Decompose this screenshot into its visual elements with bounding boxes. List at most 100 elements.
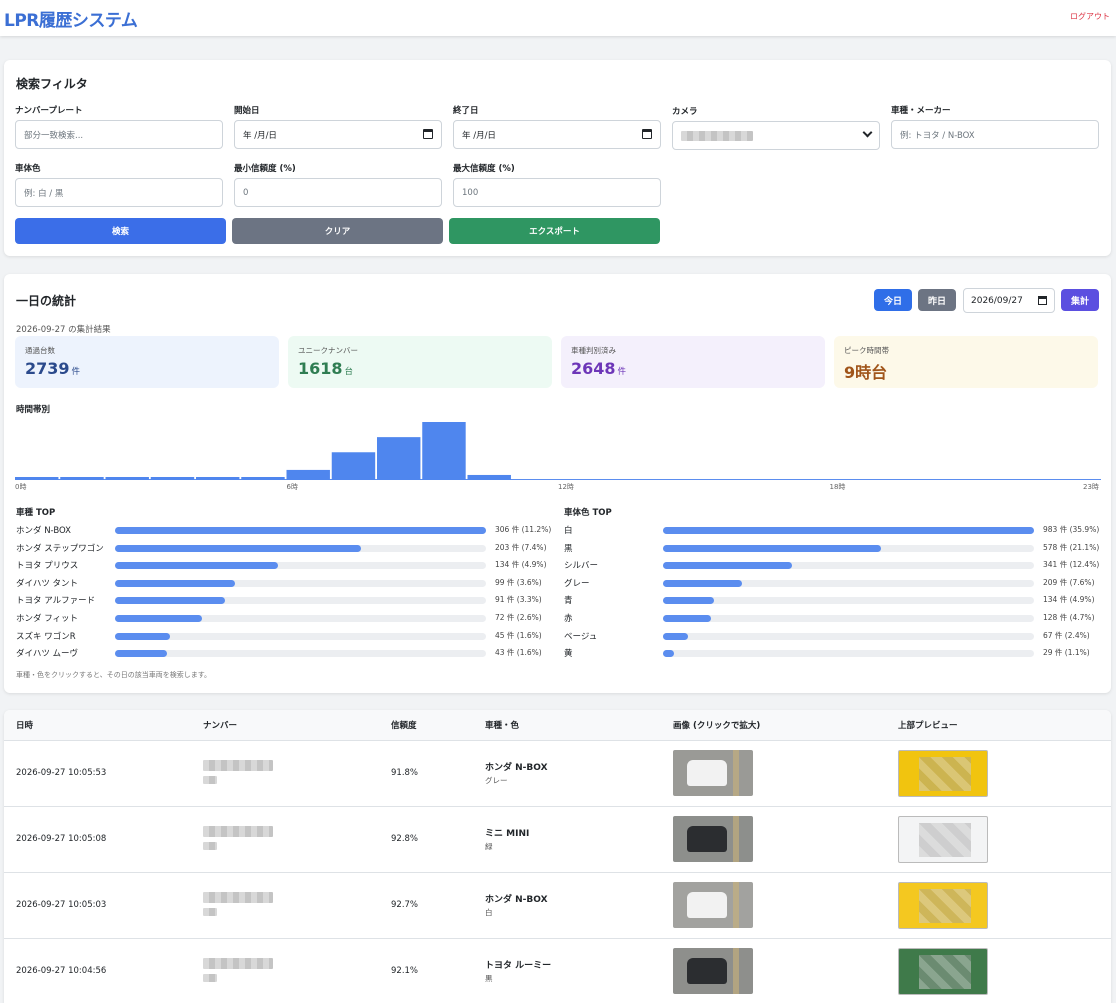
vehicle-color: グレー <box>485 776 508 785</box>
max-confidence-input[interactable]: 100 <box>453 178 661 207</box>
rank-bar-fill <box>663 579 742 587</box>
rank-row[interactable]: グレー 209 件 (7.6%) <box>564 575 1104 590</box>
thumbnail-car-shape <box>687 958 727 984</box>
rank-bar-fill <box>115 544 361 552</box>
col-confidence: 信頼度 <box>379 710 473 741</box>
model-input[interactable]: 例: トヨタ / N-BOX <box>891 120 1099 149</box>
preview-redaction <box>919 954 971 989</box>
rank-value: 43 件 (1.6%) <box>495 648 542 658</box>
stat-card: ユニークナンバー 1618 台 <box>288 336 552 388</box>
vehicle-model: ミニ MINI <box>485 829 530 839</box>
vehicle-thumbnail[interactable] <box>673 816 753 862</box>
min-confidence-input[interactable]: 0 <box>234 178 442 207</box>
table-row[interactable]: 2026-09-27 10:05:03 92.7% ホンダ N-BOX 白 <box>4 872 1111 939</box>
stat-value: 1618 台 <box>298 359 542 378</box>
filter-title: 検索フィルタ <box>16 77 88 91</box>
color-input[interactable]: 例: 白 / 黒 <box>15 178 223 207</box>
export-button[interactable]: エクスポート <box>449 218 660 244</box>
rank-row[interactable]: ホンダ N-BOX 306 件 (11.2%) <box>16 522 556 537</box>
row-preview <box>886 740 1111 807</box>
row-preview <box>886 872 1111 939</box>
calendar-icon[interactable] <box>642 129 652 139</box>
rank-row[interactable]: トヨタ アルファード 91 件 (3.3%) <box>16 592 556 607</box>
table-row[interactable]: 2026-09-27 10:05:53 91.8% ホンダ N-BOX グレー <box>4 740 1111 807</box>
vehicle-thumbnail[interactable] <box>673 750 753 796</box>
rank-bar-fill <box>115 632 170 640</box>
col-datetime: 日時 <box>4 710 191 741</box>
table-row[interactable]: 2026-09-27 10:05:08 92.8% ミニ MINI 緑 <box>4 806 1111 873</box>
stat-number: 2648 <box>571 359 616 378</box>
start-date-input[interactable]: 年 /月/日 <box>234 120 442 149</box>
rank-row[interactable]: ホンダ フィット 72 件 (2.6%) <box>16 610 556 625</box>
hour-tick-label: 6時 <box>286 483 298 491</box>
rank-name: 黄 <box>564 649 573 660</box>
stat-label: 通過台数 <box>25 346 55 355</box>
plate-number <box>203 892 379 906</box>
stats-date-value: 2026/09/27 <box>971 295 1023 306</box>
calendar-icon[interactable] <box>1038 296 1047 305</box>
stat-value: 2648 件 <box>571 359 815 378</box>
rank-name: トヨタ アルファード <box>16 596 96 607</box>
yesterday-button[interactable]: 昨日 <box>918 289 956 311</box>
plate-preview-image[interactable] <box>898 815 988 863</box>
rank-row[interactable]: ダイハツ タント 99 件 (3.6%) <box>16 575 556 590</box>
plate-preview-image[interactable] <box>898 749 988 797</box>
stat-label: 車種判別済み <box>571 346 616 355</box>
results-table-card: 日時 ナンバー 信頼度 車種・色 画像 (クリックで拡大) 上部プレビュー 20… <box>4 710 1111 1003</box>
plate-number <box>203 760 379 774</box>
rank-bar-fill <box>663 527 1034 534</box>
rank-row[interactable]: トヨタ プリウス 134 件 (4.9%) <box>16 557 556 572</box>
rank-row[interactable]: シルバー 341 件 (12.4%) <box>564 557 1104 572</box>
camera-selected-value <box>681 130 753 141</box>
plate-preview-image[interactable] <box>898 947 988 995</box>
hour-tick-label: 12時 <box>558 483 574 491</box>
rank-bar-track <box>115 632 486 640</box>
hourly-bar <box>286 469 330 480</box>
rank-row[interactable]: スズキ ワゴンR 45 件 (1.6%) <box>16 628 556 643</box>
search-button[interactable]: 検索 <box>15 218 226 244</box>
plate-redacted <box>203 826 273 837</box>
row-vehicle: ホンダ N-BOX グレー <box>473 740 661 807</box>
rank-row[interactable]: 黒 578 件 (21.1%) <box>564 540 1104 555</box>
plate-input[interactable]: 部分一致検索... <box>15 120 223 149</box>
col-plate: ナンバー <box>191 710 379 741</box>
vehicle-thumbnail[interactable] <box>673 882 753 928</box>
rank-row[interactable]: 黄 29 件 (1.1%) <box>564 645 1104 660</box>
row-datetime: 2026-09-27 10:05:53 <box>4 740 191 807</box>
rank-row[interactable]: 青 134 件 (4.9%) <box>564 592 1104 607</box>
logout-link[interactable]: ログアウト <box>1070 12 1110 21</box>
rank-bar-fill <box>115 615 203 622</box>
rank-row[interactable]: 白 983 件 (35.9%) <box>564 522 1104 537</box>
rank-name: ベージュ <box>564 631 598 642</box>
end-date-value: 年 /月/日 <box>462 130 496 141</box>
rank-bar-track <box>115 615 486 622</box>
plate-region <box>203 842 379 852</box>
rank-name: ホンダ フィット <box>16 614 79 624</box>
aggregate-button[interactable]: 集計 <box>1061 289 1099 311</box>
rank-row[interactable]: ベージュ 67 件 (2.4%) <box>564 628 1104 643</box>
table-header-row: 日時 ナンバー 信頼度 車種・色 画像 (クリックで拡大) 上部プレビュー <box>4 710 1111 741</box>
col-vehicle: 車種・色 <box>473 710 661 741</box>
chevron-down-icon <box>862 127 873 138</box>
rank-value: 128 件 (4.7%) <box>1043 613 1095 622</box>
hourly-bar <box>60 477 104 480</box>
stat-card: 通過台数 2739 件 <box>15 336 279 388</box>
plate-preview-image[interactable] <box>898 881 988 929</box>
table-row[interactable]: 2026-09-27 10:04:56 92.1% トヨタ ルーミー黒 <box>4 938 1111 1003</box>
col-image: 画像 (クリックで拡大) <box>661 710 886 741</box>
vehicle-model: ホンダ N-BOX <box>485 895 548 905</box>
plate-region <box>203 776 379 786</box>
calendar-icon[interactable] <box>423 129 433 139</box>
row-confidence: 91.8% <box>379 740 473 807</box>
model-rank-title: 車種 TOP <box>16 508 56 518</box>
stats-date-input[interactable]: 2026/09/27 <box>963 288 1055 313</box>
rank-row[interactable]: 赤 128 件 (4.7%) <box>564 610 1104 625</box>
daily-stats-card: 一日の統計 今日 昨日 2026/09/27 集計 2026-09-27 の集計… <box>4 274 1111 693</box>
camera-select[interactable] <box>672 121 880 150</box>
vehicle-thumbnail[interactable] <box>673 948 753 994</box>
today-button[interactable]: 今日 <box>874 289 912 311</box>
end-date-input[interactable]: 年 /月/日 <box>453 120 661 149</box>
rank-row[interactable]: ダイハツ ムーヴ 43 件 (1.6%) <box>16 645 556 660</box>
rank-row[interactable]: ホンダ ステップワゴン 203 件 (7.4%) <box>16 540 556 555</box>
clear-button[interactable]: クリア <box>232 218 443 244</box>
